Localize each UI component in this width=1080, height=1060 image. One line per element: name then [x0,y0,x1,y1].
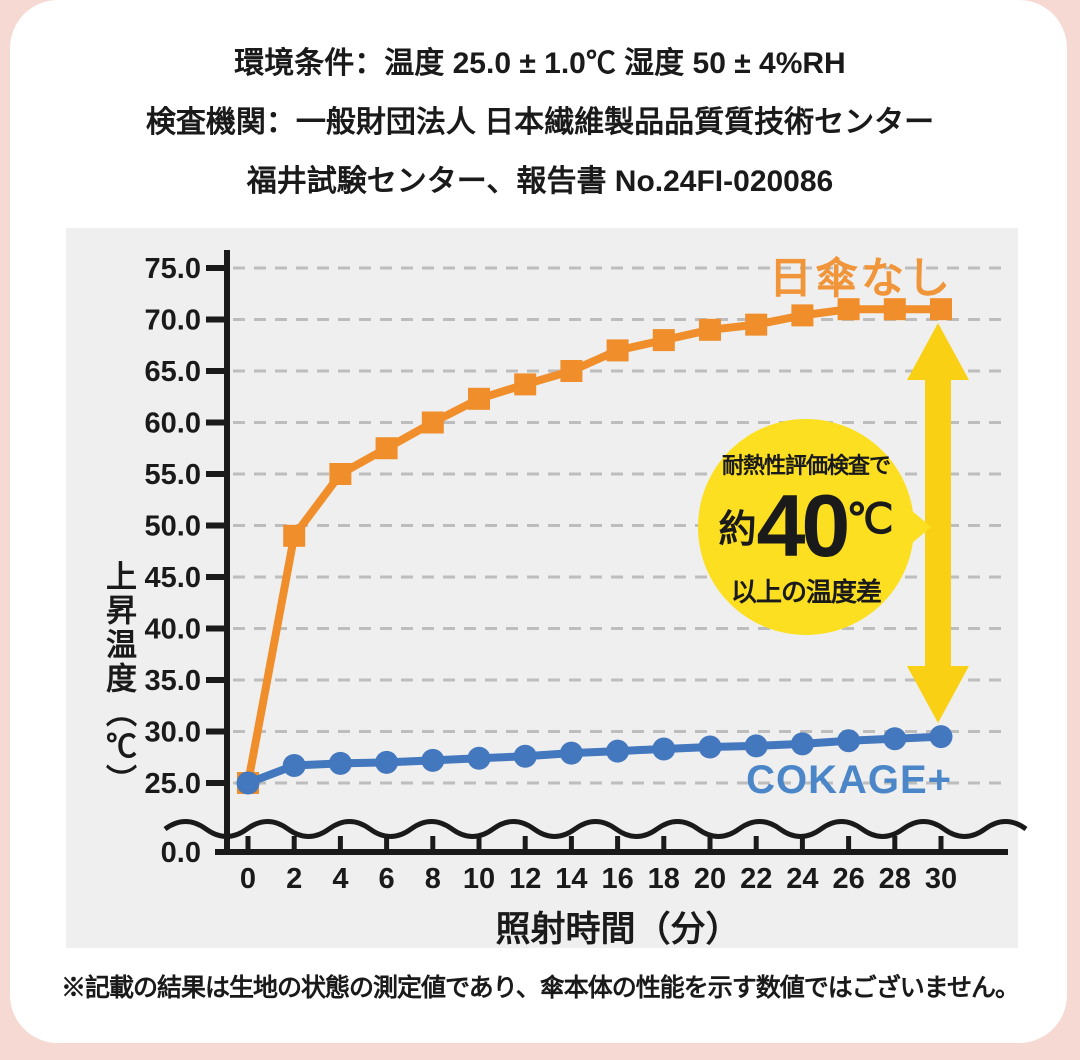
disclaimer-note: ※記載の結果は生地の状態の測定値であり、傘本体の性能を示す数値ではございません。 [60,974,1020,1002]
badge-unit: ℃ [846,495,894,542]
y-tick-label: 40.0 [145,614,201,646]
series-1-marker [652,737,676,761]
series-0-marker [791,304,814,327]
y-zero-label: 0.0 [161,837,201,869]
series-label-cokage: COKAGE+ [746,758,952,802]
series-1-marker [790,732,814,756]
x-tick-label: 14 [555,863,587,895]
series-0-marker [560,360,583,382]
series-1-marker [837,729,861,753]
series-0-marker [375,437,398,460]
series-0-marker [329,463,352,485]
y-tick-label: 25.0 [145,768,201,800]
x-tick-label: 26 [832,863,864,895]
series-0-marker [652,329,675,352]
x-tick-label: 28 [879,863,911,895]
series-1-marker [606,739,630,763]
x-tick-label: 24 [786,863,818,895]
series-0-marker [421,411,444,434]
x-tick-label: 20 [694,863,726,895]
series-1-marker [929,725,953,749]
series-1-marker [282,753,306,777]
x-tick-label: 22 [740,863,772,895]
x-tick-label: 18 [648,863,680,895]
series-0-marker [283,524,306,547]
series-1-marker [698,735,722,759]
y-tick-label: 50.0 [145,511,201,543]
series-line-1 [244,732,945,787]
series-0-marker [699,318,721,341]
series-1-marker [467,746,491,770]
y-tick-label: 75.0 [145,253,201,285]
condition-line-report: 福井試験センター、報告書 No.24FI-020086 [246,165,834,198]
badge-heading: 耐熱性評価検査で [721,452,891,478]
series-label-no-parasol: 日傘なし [769,255,953,303]
y-tick-label: 55.0 [145,459,201,491]
series-0-marker [837,298,860,321]
series-0-marker [883,298,906,321]
y-tick-label: 45.0 [145,562,201,594]
series-1-marker [559,741,583,765]
y-tick-label: 60.0 [145,408,201,440]
series-1-marker [375,750,399,774]
temperature-difference-badge: 耐熱性評価検査で 約 40 ℃ 以上の温度差 [698,419,914,635]
y-tick-label: 35.0 [145,665,201,697]
series-1-marker [236,771,260,795]
series-1-marker [744,734,768,758]
series-1-marker [421,748,445,772]
badge-subtext: 以上の温度差 [730,576,882,607]
series-0-marker [514,373,537,396]
series-0-marker [468,387,490,410]
series-1-marker [513,744,537,768]
x-tick-label: 12 [509,863,541,895]
series-line-0 [244,305,945,787]
condition-line-agency: 検査機関：一般財団法人 日本繊維製品品質質技術センター [145,106,935,139]
series-0-marker [606,339,629,362]
x-axis-title: 照射時間（分） [495,910,741,949]
x-tick-label: 30 [925,863,957,895]
x-tick-label: 4 [332,863,348,895]
y-tick-label: 70.0 [145,305,201,337]
y-tick-label: 30.0 [145,717,201,749]
series-1-marker [883,727,907,751]
series-0-marker [745,313,768,336]
x-tick-label: 8 [425,863,441,895]
badge-approx: 約 [718,509,757,551]
series-0-marker [930,298,952,321]
temperature-diff-arrow [907,323,969,723]
axis-break-wave [163,819,1028,839]
badge-value-row: 約 40 ℃ [718,480,893,572]
y-axis-title: 上昇温度（℃） [101,560,136,798]
series-1-marker [328,751,352,775]
x-tick-label: 6 [379,863,395,895]
badge-value: 40 [756,475,850,575]
x-tick-label: 2 [286,863,302,895]
y-tick-label: 65.0 [145,356,201,388]
x-tick-label: 10 [463,863,495,895]
test-conditions: 環境条件：温度 25.0 ± 1.0℃ 湿度 50 ± 4%RH 検査機関：一般… [0,34,1080,211]
x-tick-label: 16 [601,863,633,895]
condition-line-environment: 環境条件：温度 25.0 ± 1.0℃ 湿度 50 ± 4%RH [234,47,846,80]
x-tick-label: 0 [240,863,256,895]
